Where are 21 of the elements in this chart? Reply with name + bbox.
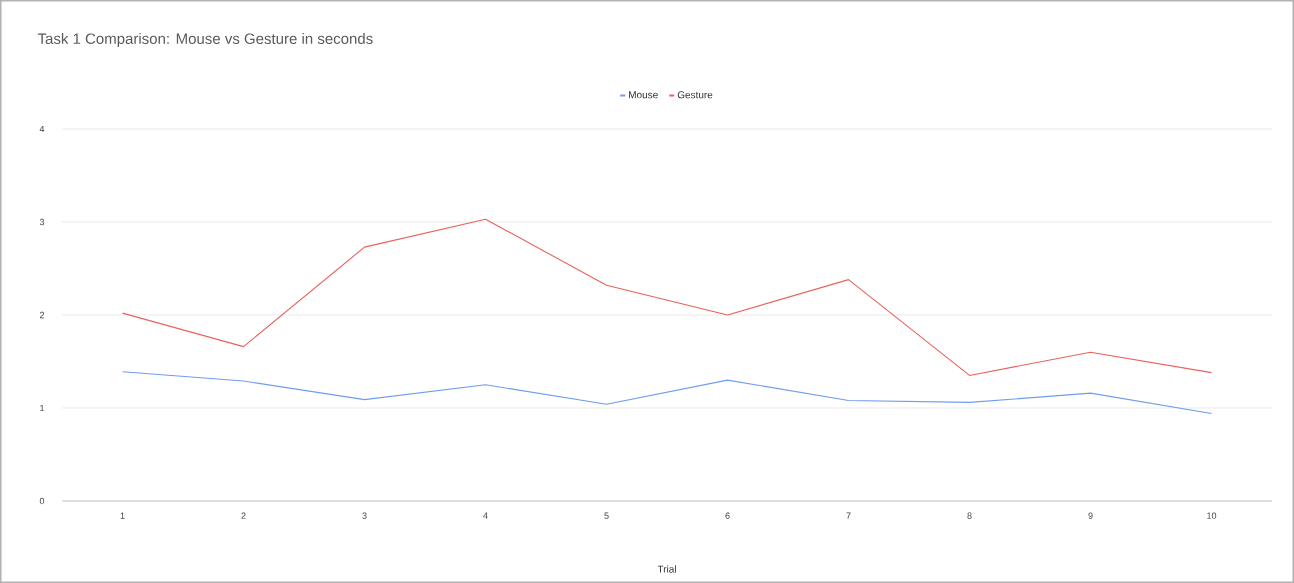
y-tick-label: 2 xyxy=(39,311,45,319)
x-tick-label: 1 xyxy=(120,512,125,519)
y-tick-label: 3 xyxy=(39,218,45,226)
x-tick-label: 6 xyxy=(725,512,730,519)
x-tick-label: 2 xyxy=(241,512,246,519)
line-series xyxy=(121,218,1213,376)
y-tick-label: 4 xyxy=(39,125,45,133)
x-tick-label: 10 xyxy=(1207,512,1217,519)
x-tick-label: 9 xyxy=(1088,512,1093,519)
x-tick-label: 8 xyxy=(967,512,972,519)
x-tick-label: 7 xyxy=(846,512,851,519)
x-tick-label: 5 xyxy=(604,512,609,519)
x-tick-label: 4 xyxy=(483,512,488,519)
legend-label: Gesture xyxy=(677,91,713,99)
y-tick-label: 1 xyxy=(40,404,45,412)
x-tick-label: 3 xyxy=(362,512,367,519)
y-tick-label: 0 xyxy=(39,497,45,505)
x-axis-title: Trial xyxy=(657,565,676,573)
legend-label: Mouse xyxy=(629,91,658,99)
chart-title: Task 1 Comparison: Mouse vs Gesture in seconds xyxy=(37,33,373,47)
line-series xyxy=(121,371,1213,415)
